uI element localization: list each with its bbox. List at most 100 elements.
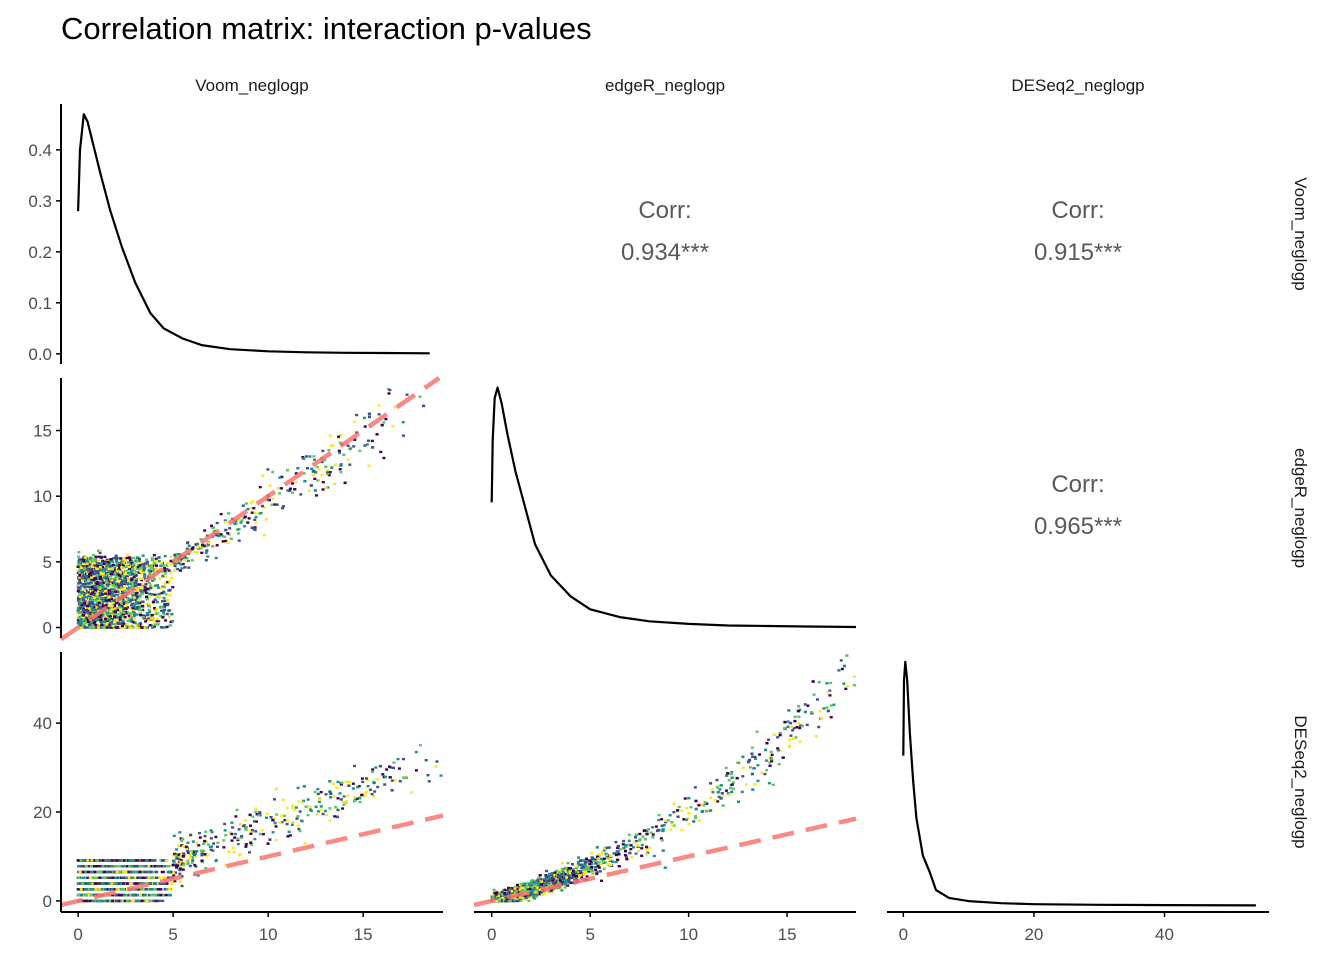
hex-bin (145, 564, 149, 568)
hex-bin (85, 600, 89, 603)
hex-bin (363, 425, 367, 428)
hex-bin (80, 611, 84, 614)
hex-bin (127, 614, 131, 618)
hex-bin (157, 556, 161, 559)
hex-bin (111, 570, 115, 574)
hex-bin (83, 602, 87, 605)
column-strip-labels: Voom_neglogp edgeR_neglogp DESeq2_neglogp (195, 76, 1144, 95)
hex-bin (135, 859, 139, 862)
hex-bin (89, 562, 93, 565)
hex-bin (269, 816, 273, 819)
hex-bin (132, 579, 136, 582)
hex-bin (154, 899, 158, 903)
hex-bin (206, 555, 210, 558)
hex-bin (250, 831, 254, 834)
correlation-annotation: Corr: 0.965*** (1034, 471, 1122, 540)
hex-bin (85, 623, 89, 626)
hex-bin (113, 587, 117, 590)
hex-bin (396, 757, 400, 761)
hex-bin (124, 612, 128, 615)
hex-bin (186, 860, 190, 863)
hex-bin (280, 820, 284, 824)
hex-bin (108, 614, 112, 618)
hex-bin (92, 618, 96, 622)
hex-bin (107, 589, 111, 592)
hex-bin (184, 861, 188, 864)
hex-bin (116, 882, 120, 885)
hex-bin (135, 591, 139, 595)
hex-bin (140, 626, 144, 629)
hex-bin (104, 576, 108, 579)
hex-bin (291, 804, 295, 807)
hex-bin (352, 800, 356, 803)
correlation-value: 0.965*** (1034, 513, 1122, 540)
hex-bin (83, 593, 87, 597)
hex-bin (317, 800, 321, 804)
hex-bin (109, 619, 113, 622)
hex-bin (117, 563, 121, 567)
chart-title: Correlation matrix: interaction p-values (61, 11, 592, 46)
hex-bin (150, 893, 154, 897)
hex-bin (127, 899, 131, 903)
hex-bin (77, 576, 81, 580)
hex-bin (365, 443, 369, 446)
hex-bin (98, 566, 102, 569)
hex-bin (84, 865, 88, 868)
hex-bin (231, 826, 235, 829)
hex-bin (272, 798, 276, 801)
hex-bin (190, 861, 194, 865)
hex-bin (200, 543, 204, 547)
hex-bin (205, 544, 209, 548)
hex-bin (233, 522, 237, 525)
hex-bin (134, 865, 138, 868)
hex-bin (108, 623, 112, 626)
hex-bin (320, 460, 324, 464)
hex-bin (137, 557, 141, 560)
hex-bin (162, 865, 166, 868)
hex-bin (82, 610, 86, 613)
hex-bin (274, 838, 278, 842)
hex-bin (141, 608, 145, 612)
hex-bin (174, 556, 178, 559)
hex-bin (278, 476, 282, 479)
hex-bin (92, 605, 96, 609)
hex-bin (237, 519, 241, 522)
hex-bin (311, 473, 315, 477)
hex-bin (162, 585, 166, 589)
hex-bin (150, 617, 154, 620)
hex-bin (154, 557, 158, 561)
hex-bin (90, 893, 94, 897)
hex-bin (252, 507, 256, 510)
hex-bin (139, 614, 143, 617)
hex-bin (79, 579, 83, 582)
hex-bin (96, 870, 100, 874)
hex-bin (297, 800, 301, 803)
hex-bin (271, 497, 275, 500)
hex-bin (147, 569, 151, 572)
hex-bin (324, 486, 328, 490)
hex-bin (327, 473, 331, 477)
hex-bin (122, 566, 126, 569)
hex-bin (109, 567, 113, 570)
hex-bin (177, 863, 181, 866)
hex-bin (320, 473, 324, 477)
hex-bin (140, 893, 144, 897)
hex-bin (141, 600, 145, 604)
hex-bin (131, 620, 135, 624)
hex-bin (141, 876, 145, 879)
hex-bin (101, 586, 105, 589)
hex-bin (294, 472, 298, 475)
hex-bin (126, 619, 130, 623)
hex-bin (159, 888, 163, 891)
hex-bin (186, 862, 190, 865)
hex-bin (247, 517, 251, 520)
hex-bin (106, 564, 110, 567)
hex-bin (100, 600, 104, 603)
hex-bin (96, 607, 100, 610)
hex-bin (99, 568, 103, 572)
hex-bin (104, 568, 108, 571)
hex-bin (93, 567, 97, 570)
hex-bin (157, 586, 161, 589)
correlation-label: Corr: (1051, 471, 1104, 498)
hex-bin (154, 595, 158, 598)
